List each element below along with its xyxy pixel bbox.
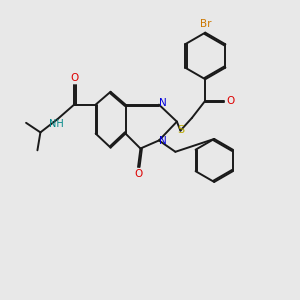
Text: O: O — [70, 73, 78, 83]
Text: S: S — [177, 125, 184, 135]
Text: O: O — [226, 96, 235, 106]
Text: O: O — [134, 169, 142, 179]
Text: N: N — [159, 98, 167, 108]
Text: NH: NH — [49, 119, 64, 129]
Text: N: N — [159, 136, 167, 146]
Text: Br: Br — [200, 19, 212, 29]
